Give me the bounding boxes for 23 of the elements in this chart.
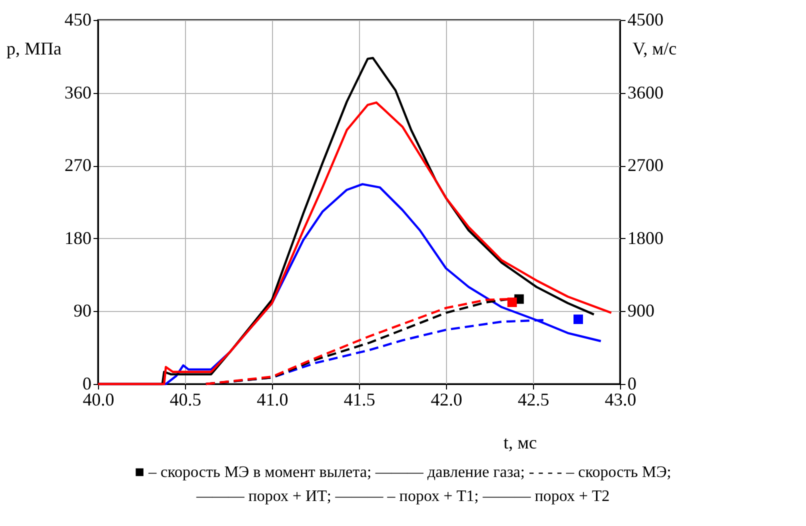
x-axis-title: t, мс <box>504 432 537 452</box>
y-tick-label: 270 <box>64 155 92 176</box>
x-tick-label: 41.5 <box>344 390 376 410</box>
y2-axis-title: V, м/с <box>632 38 677 58</box>
y2-tick-label: 3600 <box>628 82 664 102</box>
point <box>573 314 583 324</box>
text: ■ – скорость МЭ в момент вылета; ——— давление газа; - - - - – скорость МЭ; <box>134 464 672 481</box>
x-tick-label: 40.5 <box>170 390 202 410</box>
y-tick-label: 180 <box>64 228 92 248</box>
y2-tick-label: 900 <box>628 300 654 321</box>
y-tick-label: 450 <box>64 10 92 30</box>
text: ——— порох + ИТ; ——— – порох + Т1; ——— порох + Т2 <box>195 488 610 505</box>
point <box>507 298 517 308</box>
y2-tick-label: 2700 <box>628 155 664 176</box>
x-tick-label: 41.0 <box>256 390 288 410</box>
y2-tick-label: 4500 <box>628 10 664 30</box>
y2-tick-label: 1800 <box>628 228 664 248</box>
y-tick-label: 360 <box>64 82 92 102</box>
y-axis-title: p, МПа <box>6 38 62 58</box>
x-tick-label: 42.0 <box>430 390 462 410</box>
y-tick-label: 90 <box>74 300 92 321</box>
x-tick-label: 42.5 <box>518 390 550 410</box>
line-series <box>96 101 612 386</box>
